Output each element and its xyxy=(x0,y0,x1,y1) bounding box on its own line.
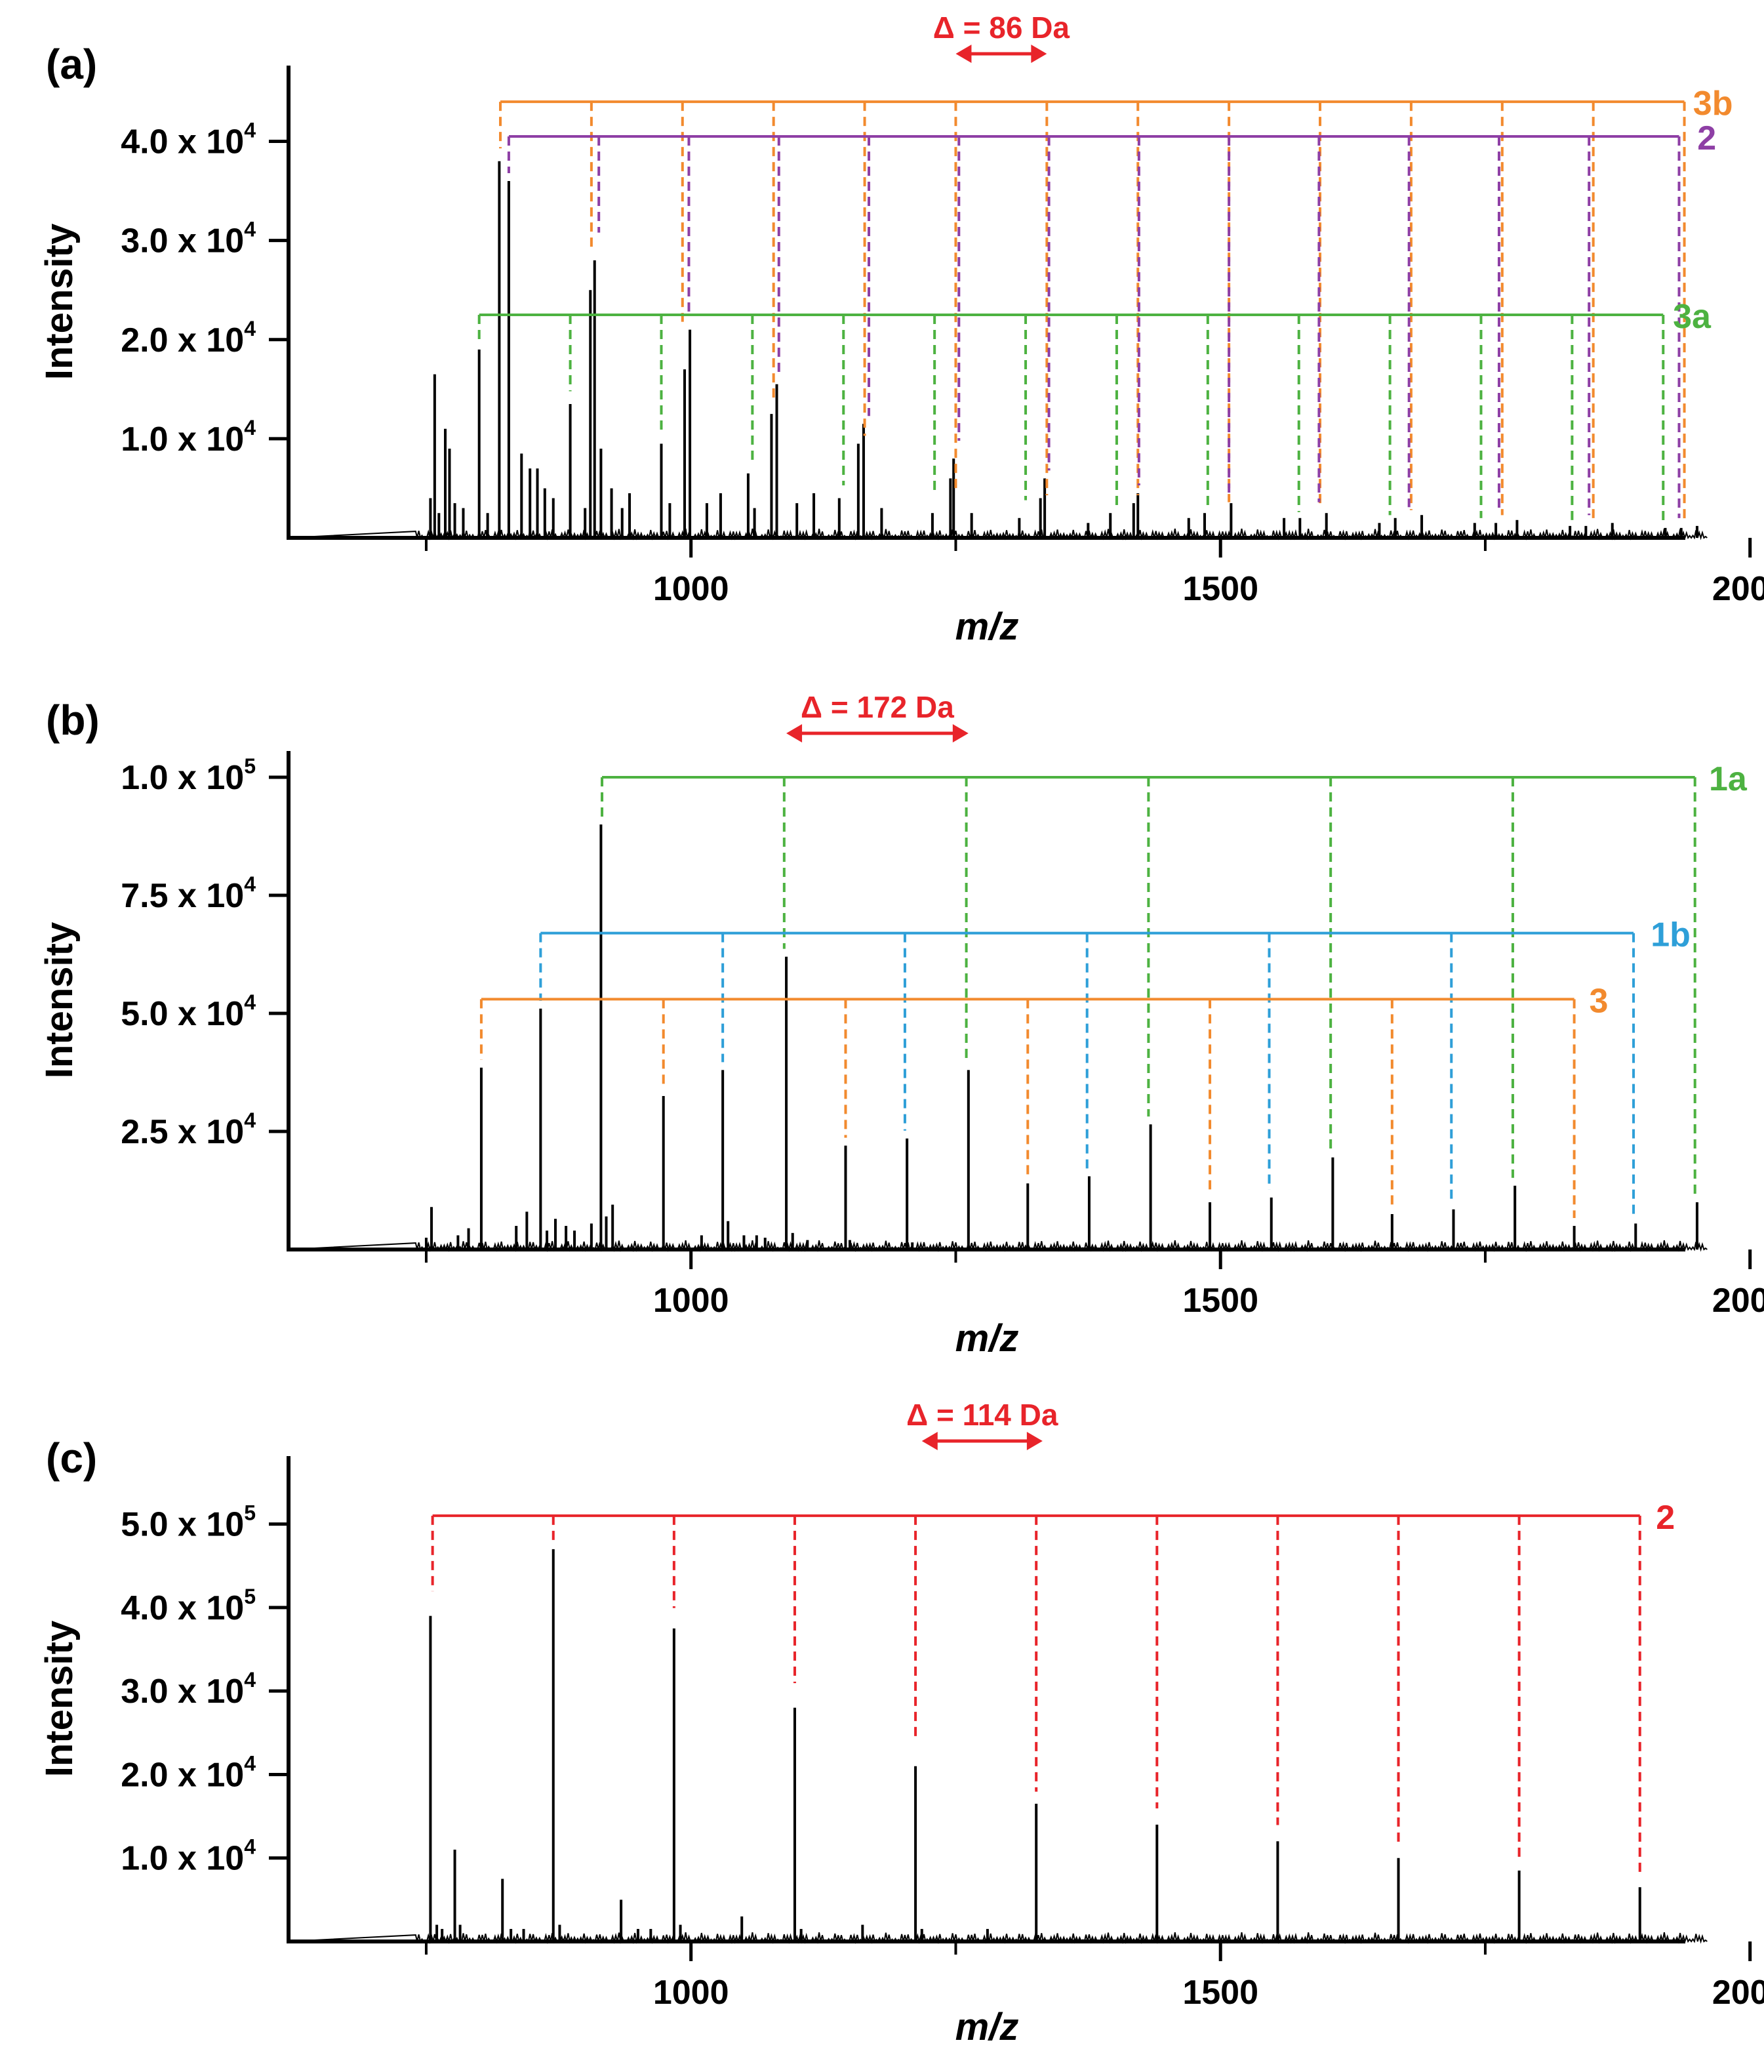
y-axis-title: Intensity xyxy=(38,1621,81,1777)
series-1b: 1b xyxy=(539,916,1691,1216)
y-tick-label: 4.0 x 105 xyxy=(121,1585,256,1627)
chart-panel-3: (c) 1000 1500 2000 1.0 x 104 2.0 x 104 3.0 x 1… xyxy=(38,1398,1764,2048)
series-label: 3a xyxy=(1673,298,1712,336)
x-axis-title: m/z xyxy=(955,1317,1019,1360)
x-tick-label: 1000 xyxy=(653,1974,729,2012)
series-3: 3 xyxy=(479,982,1609,1218)
delta-label: Δ = 86 Da xyxy=(933,10,1070,45)
baseline-noise xyxy=(288,1240,1708,1252)
series-label: 2 xyxy=(1656,1499,1675,1537)
delta-arrowhead-left xyxy=(921,1432,938,1450)
series-1a: 1a xyxy=(601,760,1748,1194)
y-tick-label: 2.0 x 104 xyxy=(121,317,256,359)
x-tick-label: 2000 xyxy=(1712,570,1764,608)
delta-label: Δ = 114 Da xyxy=(906,1398,1058,1432)
series-label: 1a xyxy=(1709,760,1748,798)
y-tick-label: 3.0 x 104 xyxy=(121,218,256,260)
y-axis-title: Intensity xyxy=(38,224,81,380)
series-3a: 3a xyxy=(477,298,1712,522)
x-axis-title: m/z xyxy=(955,2006,1019,2048)
panel-label: (a) xyxy=(46,41,97,88)
y-tick-label: 1.0 x 104 xyxy=(121,1835,256,1878)
y-tick-label: 1.0 x 104 xyxy=(121,416,256,458)
x-tick-label: 1500 xyxy=(1182,570,1258,608)
y-tick-label: 3.0 x 104 xyxy=(121,1668,256,1711)
y-tick-label: 5.0 x 105 xyxy=(121,1501,256,1544)
delta-arrowhead-right xyxy=(952,724,969,742)
chart-panel-1: (a) 1000 1500 2000 1.0 x 104 2.0 x 104 3.0 x 1… xyxy=(38,10,1764,648)
series-label: 3b xyxy=(1693,85,1733,123)
delta-arrowhead-left xyxy=(786,724,803,742)
delta-label: Δ = 172 Da xyxy=(801,690,954,724)
delta-arrowhead-right xyxy=(1026,1432,1043,1450)
baseline-noise xyxy=(288,1932,1708,1944)
series-label: 3 xyxy=(1590,982,1609,1020)
y-tick-label: 1.0 x 105 xyxy=(121,754,256,797)
panel-label: (b) xyxy=(46,697,100,744)
series-label: 1b xyxy=(1651,916,1691,954)
delta-arrowhead-right xyxy=(1031,45,1047,63)
x-tick-label: 1000 xyxy=(653,1282,729,1320)
panel-label: (c) xyxy=(46,1434,97,1482)
y-tick-label: 4.0 x 104 xyxy=(121,119,256,161)
delta-arrowhead-left xyxy=(955,45,972,63)
y-tick-label: 2.0 x 104 xyxy=(121,1751,256,1794)
x-tick-label: 1500 xyxy=(1182,1282,1258,1320)
x-axis-title: m/z xyxy=(955,605,1019,648)
x-tick-label: 1500 xyxy=(1182,1974,1258,2012)
y-tick-label: 2.5 x 104 xyxy=(121,1108,256,1151)
series-2: 2 xyxy=(507,119,1716,518)
x-tick-label: 2000 xyxy=(1712,1974,1764,2012)
series-label: 2 xyxy=(1697,119,1716,157)
chart-panel-2: (b) 1000 1500 2000 2.5 x 104 5.0 x 104 7.5 x 1… xyxy=(38,690,1764,1360)
x-tick-label: 1000 xyxy=(653,570,729,608)
y-tick-label: 7.5 x 104 xyxy=(121,872,256,915)
y-tick-label: 5.0 x 104 xyxy=(121,990,256,1033)
series-2: 2 xyxy=(431,1499,1675,1875)
x-tick-label: 2000 xyxy=(1712,1282,1764,1320)
y-axis-title: Intensity xyxy=(38,922,81,1079)
